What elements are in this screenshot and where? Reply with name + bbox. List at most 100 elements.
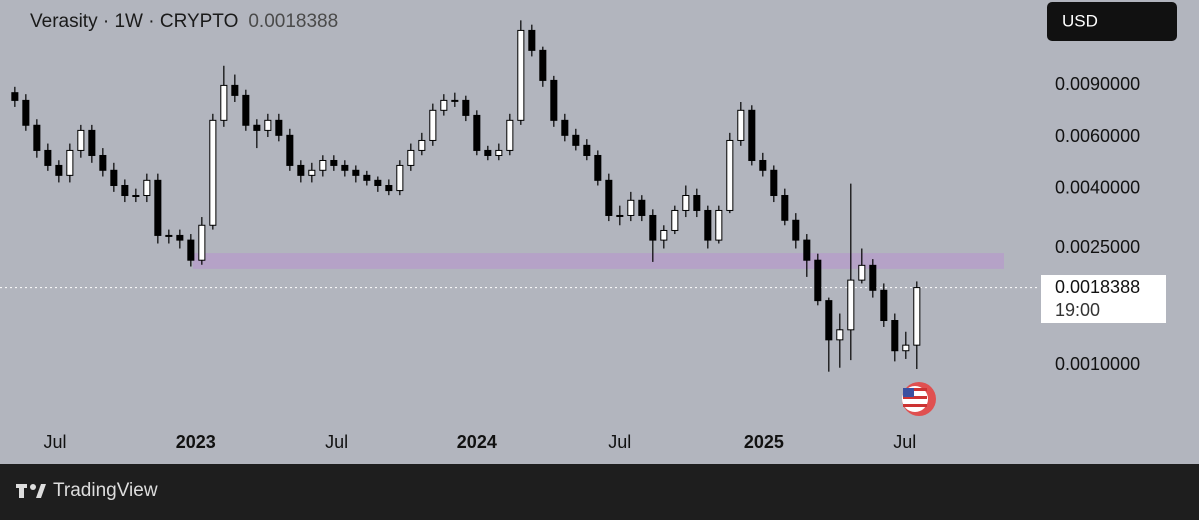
candle-body bbox=[473, 114, 481, 151]
candle-body bbox=[704, 209, 712, 241]
candle bbox=[341, 160, 349, 177]
brand-logo bbox=[16, 484, 46, 498]
candle-body bbox=[572, 134, 580, 146]
candle bbox=[726, 132, 734, 214]
candle bbox=[253, 119, 261, 149]
candle bbox=[264, 113, 272, 138]
candle-body bbox=[110, 169, 118, 186]
candle-body bbox=[539, 49, 547, 81]
candle-body bbox=[121, 184, 129, 197]
flag-icon bbox=[902, 382, 936, 416]
candle-body bbox=[308, 169, 316, 176]
candle-body bbox=[418, 139, 426, 151]
candle bbox=[506, 113, 514, 156]
candle bbox=[561, 113, 569, 142]
candle bbox=[209, 113, 217, 230]
candle-body bbox=[858, 264, 866, 281]
candle bbox=[605, 173, 613, 222]
candle-body bbox=[550, 79, 558, 121]
y-tick-label: 0.0040000 bbox=[1055, 177, 1140, 197]
candle-body bbox=[902, 344, 910, 352]
candle bbox=[671, 205, 679, 235]
candle-body bbox=[869, 264, 877, 291]
candle-body bbox=[242, 94, 250, 126]
candle bbox=[660, 225, 668, 249]
candle-body bbox=[737, 109, 745, 141]
candle-body bbox=[11, 92, 19, 101]
candle-body bbox=[891, 320, 899, 352]
candle bbox=[407, 143, 415, 171]
candle-body bbox=[847, 279, 855, 331]
candle-body bbox=[330, 159, 338, 166]
chart-title: Verasity · 1W · CRYPTO bbox=[30, 11, 238, 32]
candle bbox=[308, 162, 316, 183]
candle bbox=[759, 152, 767, 177]
candle-body bbox=[715, 209, 723, 241]
candle bbox=[396, 160, 404, 196]
candle-body bbox=[396, 164, 404, 192]
candle bbox=[638, 195, 646, 222]
candle bbox=[880, 283, 888, 327]
candle-body bbox=[682, 195, 690, 211]
candle-body bbox=[143, 179, 151, 197]
candle-body bbox=[825, 300, 833, 341]
currency-button[interactable] bbox=[1047, 2, 1177, 41]
candle bbox=[803, 234, 811, 277]
candle-body bbox=[528, 29, 536, 51]
support-zone bbox=[192, 253, 1004, 269]
candle-body bbox=[429, 109, 437, 141]
candle bbox=[737, 101, 745, 146]
candle-body bbox=[913, 287, 921, 346]
x-tick-label: 2023 bbox=[176, 432, 216, 452]
candle bbox=[187, 234, 195, 267]
y-tick-label: 0.0025000 bbox=[1055, 237, 1140, 257]
candle bbox=[594, 150, 602, 186]
y-tick-label: 0.0010000 bbox=[1055, 354, 1140, 374]
candle bbox=[330, 155, 338, 171]
candle bbox=[44, 143, 52, 171]
candle-body bbox=[616, 214, 624, 217]
candle-body bbox=[231, 84, 239, 96]
candle-body bbox=[132, 195, 140, 198]
candle bbox=[814, 253, 822, 306]
candle-body bbox=[297, 164, 305, 176]
candle-body bbox=[880, 289, 888, 322]
last-price-box bbox=[1041, 275, 1166, 323]
candle bbox=[110, 162, 118, 192]
candle-body bbox=[198, 224, 206, 261]
candle-body bbox=[44, 149, 52, 166]
candle-body bbox=[836, 329, 844, 341]
candle-body bbox=[627, 199, 635, 216]
candle-body bbox=[385, 184, 393, 192]
candle-body bbox=[462, 99, 470, 116]
x-tick-label: 2025 bbox=[744, 432, 784, 452]
candle-body bbox=[748, 109, 756, 161]
candle bbox=[231, 74, 239, 102]
candle-body bbox=[55, 164, 63, 176]
brand-name: TradingView bbox=[53, 480, 158, 501]
candle-body bbox=[594, 154, 602, 181]
candle-body bbox=[253, 124, 261, 131]
candle bbox=[891, 313, 899, 362]
candle bbox=[429, 103, 437, 146]
candle bbox=[462, 95, 470, 122]
candle bbox=[682, 185, 690, 218]
candle-body bbox=[770, 169, 778, 197]
candle bbox=[11, 86, 19, 107]
candle bbox=[275, 113, 283, 142]
candle-body bbox=[495, 149, 503, 156]
candle bbox=[286, 128, 294, 171]
candle-body bbox=[286, 134, 294, 166]
x-tick-label: Jul bbox=[43, 432, 66, 452]
candle bbox=[495, 143, 503, 161]
candle-body bbox=[363, 174, 371, 181]
candle bbox=[539, 46, 547, 87]
currency-label[interactable]: USD bbox=[1062, 11, 1098, 30]
candle-body bbox=[99, 154, 107, 171]
candle bbox=[869, 259, 877, 298]
y-tick-label: 0.0090000 bbox=[1055, 74, 1140, 94]
candle-body bbox=[264, 119, 272, 131]
candle-body bbox=[759, 159, 767, 171]
candle-body bbox=[209, 119, 217, 226]
